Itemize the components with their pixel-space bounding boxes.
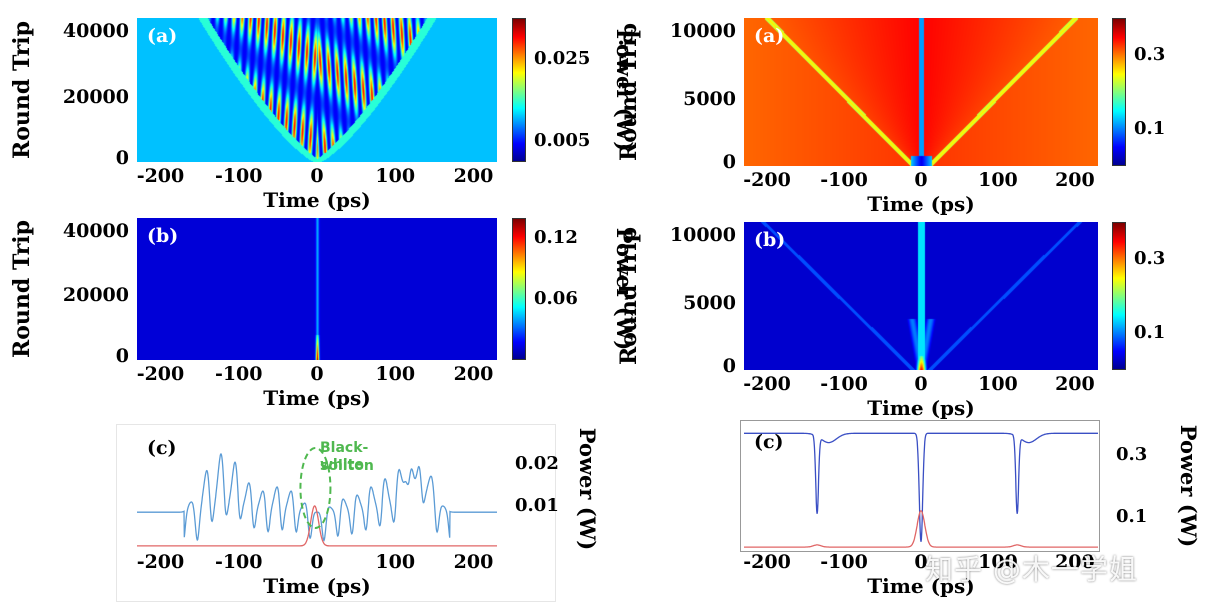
right-c-x-label: Time (ps) bbox=[867, 574, 975, 598]
left-c-x-label: Time (ps) bbox=[263, 574, 371, 598]
right-b-x-tick: -200 bbox=[743, 373, 791, 395]
right-c-y-tick: 0.3 bbox=[1116, 444, 1148, 465]
right-c-plot bbox=[744, 432, 1098, 548]
right-c-panel-label: (c) bbox=[754, 431, 784, 453]
right-a-x-label: Time (ps) bbox=[867, 192, 975, 216]
right-c-x-tick: -100 bbox=[820, 551, 868, 573]
black-white-soliton-marker bbox=[299, 447, 332, 529]
left-c-x-tick: -200 bbox=[136, 551, 185, 573]
left-b-x-label: Time (ps) bbox=[263, 386, 371, 410]
left-c-y-tick: 0.01 bbox=[515, 494, 559, 516]
left-c-x-tick: -100 bbox=[214, 551, 263, 573]
left-c-panel-label: (c) bbox=[147, 437, 177, 459]
right-b-y-tick: 0 bbox=[722, 355, 736, 377]
left-b-x-tick: 0 bbox=[310, 363, 324, 385]
left-c-x-tick: 200 bbox=[453, 551, 494, 573]
left-b-x-tick: -200 bbox=[136, 363, 185, 385]
right-c-x-tick: 0 bbox=[914, 551, 928, 573]
right-a-heatmap bbox=[744, 18, 1098, 166]
annotation-line: soliton bbox=[320, 458, 374, 474]
left-b-x-tick: 200 bbox=[453, 363, 494, 385]
left-a-panel-label: (a) bbox=[147, 25, 178, 47]
watermark: 知乎 @木一学姐 bbox=[925, 553, 1138, 586]
left-c-series-1-line bbox=[137, 505, 497, 547]
left-b-colorbar-tick: 0.12 bbox=[534, 227, 578, 249]
left-a-x-tick: -100 bbox=[214, 165, 263, 187]
right-c-y-label: Power (W) bbox=[1176, 424, 1201, 548]
left-a-y-tick: 20000 bbox=[62, 85, 129, 108]
right-b-x-tick: 100 bbox=[978, 373, 1018, 395]
right-b-y-tick: 10000 bbox=[669, 224, 736, 247]
annotation-line: Black-white bbox=[320, 440, 369, 473]
left-a-colorbar-tick: 0.025 bbox=[534, 48, 591, 70]
right-a-x-tick: -200 bbox=[743, 169, 791, 191]
right-b-heatmap bbox=[744, 222, 1098, 370]
right-b-panel-label: (b) bbox=[754, 229, 786, 251]
left-a-x-label: Time (ps) bbox=[263, 188, 371, 212]
left-b-y-tick: 0 bbox=[115, 345, 129, 367]
left-c-y-tick: 0.02 bbox=[515, 452, 559, 474]
left-b-heatmap bbox=[137, 218, 497, 360]
right-c-x-tick: -200 bbox=[743, 551, 791, 573]
left-a-heatmap bbox=[137, 18, 497, 162]
right-a-x-tick: -100 bbox=[820, 169, 868, 191]
left-a-x-tick: 0 bbox=[310, 165, 324, 187]
right-c-y-tick: 0.1 bbox=[1116, 506, 1148, 527]
left-b-x-tick: -100 bbox=[214, 363, 263, 385]
right-a-panel-label: (a) bbox=[754, 25, 785, 47]
left-a-x-tick: 200 bbox=[453, 165, 494, 187]
left-a-y-tick: 40000 bbox=[62, 20, 129, 43]
right-c-series-0-line bbox=[744, 432, 1098, 542]
right-a-x-tick: 200 bbox=[1055, 169, 1095, 191]
left-b-colorbar-tick: 0.06 bbox=[534, 288, 578, 310]
left-c-x-tick: 100 bbox=[375, 551, 416, 573]
right-a-x-tick: 0 bbox=[914, 169, 928, 191]
right-b-x-label: Time (ps) bbox=[867, 396, 975, 420]
left-b-colorbar bbox=[512, 218, 526, 360]
right-b-x-tick: 0 bbox=[914, 373, 928, 395]
left-c-plot bbox=[137, 447, 497, 547]
right-b-y-tick: 5000 bbox=[683, 291, 736, 314]
right-a-colorbar-tick: 0.1 bbox=[1134, 118, 1166, 139]
right-b-y-label: Round Trip bbox=[616, 226, 642, 366]
right-a-y-tick: 10000 bbox=[669, 20, 736, 43]
right-c-x-tick: 200 bbox=[1055, 551, 1095, 573]
right-b-x-tick: 200 bbox=[1055, 373, 1095, 395]
left-c-y-label: Power (W) bbox=[575, 427, 600, 551]
right-c-series-1-line bbox=[744, 510, 1098, 548]
left-a-y-tick: 0 bbox=[115, 147, 129, 169]
right-a-y-label: Round Trip bbox=[616, 22, 642, 162]
left-b-y-tick: 40000 bbox=[62, 219, 129, 242]
right-a-y-tick: 5000 bbox=[683, 87, 736, 110]
left-a-colorbar-tick: 0.005 bbox=[534, 130, 591, 152]
right-a-y-tick: 0 bbox=[722, 151, 736, 173]
right-a-x-tick: 100 bbox=[978, 169, 1018, 191]
right-a-colorbar-tick: 0.3 bbox=[1134, 44, 1166, 65]
left-a-x-tick: -200 bbox=[136, 165, 185, 187]
left-c-x-tick: 0 bbox=[310, 551, 324, 573]
right-b-colorbar-tick: 0.1 bbox=[1134, 322, 1166, 343]
left-b-panel-label: (b) bbox=[147, 225, 179, 247]
right-b-x-tick: -100 bbox=[820, 373, 868, 395]
left-b-y-tick: 20000 bbox=[62, 284, 129, 307]
left-a-colorbar bbox=[512, 18, 526, 162]
left-a-y-label: Round Trip bbox=[9, 20, 35, 160]
left-a-x-tick: 100 bbox=[375, 165, 416, 187]
left-b-x-tick: 100 bbox=[375, 363, 416, 385]
left-b-y-label: Round Trip bbox=[9, 219, 35, 359]
right-c-x-tick: 100 bbox=[978, 551, 1018, 573]
left-c-frame bbox=[116, 424, 556, 602]
right-b-colorbar-tick: 0.3 bbox=[1134, 248, 1166, 269]
right-c-frame bbox=[740, 420, 1100, 552]
right-b-colorbar bbox=[1112, 222, 1126, 370]
right-a-colorbar bbox=[1112, 18, 1126, 166]
